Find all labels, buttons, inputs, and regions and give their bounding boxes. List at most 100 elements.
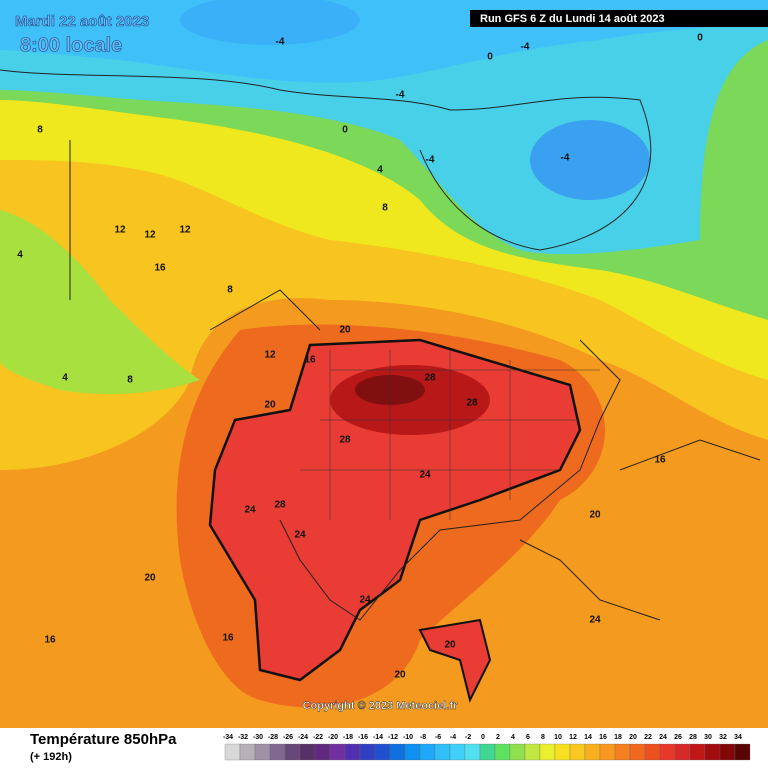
colorbar-tick-label: -22: [313, 734, 323, 741]
map-background: [0, 0, 768, 728]
color-cell: [494, 743, 511, 761]
color-cell: [704, 743, 721, 761]
color-cell: [674, 743, 691, 761]
colorbar-tick-label: 32: [719, 734, 727, 741]
contour-labels: -4 -4 -4 -4 -4 0 0 0 4 4 4 8 8 8 8 12 12 12 12 16 16 16 16 16 20…: [17, 33, 703, 681]
contour-label: 8: [382, 203, 388, 214]
colorbar-tick-label: 10: [554, 734, 562, 741]
contour-label: 20: [444, 640, 456, 651]
contour-label: 24: [419, 470, 431, 481]
contour-label: 20: [589, 510, 601, 521]
contour-label: -4: [521, 42, 530, 53]
contour-label: 12: [264, 350, 276, 361]
contour-label: 16: [44, 635, 56, 646]
color-cell: [524, 743, 541, 761]
contour-label: 0: [697, 33, 703, 44]
color-cell: [434, 743, 451, 761]
contour-label: 20: [144, 573, 156, 584]
contour-label: 12: [114, 225, 126, 236]
color-cell: [314, 743, 331, 761]
colorbar-tick-label: -10: [403, 734, 413, 741]
run-info: Run GFS 6 Z du Lundi 14 août 2023: [480, 13, 665, 25]
legend-subtitle: (+ 192h): [30, 751, 72, 763]
colorbar-tick-label: -26: [283, 734, 293, 741]
colorbar-tick-label: 0: [481, 734, 485, 741]
run-box: [470, 10, 768, 27]
color-cell: [509, 743, 526, 761]
contour-label: 12: [144, 230, 156, 241]
contour-label: 24: [359, 595, 371, 606]
contour-label: 0: [487, 52, 493, 63]
contour-label: 28: [424, 373, 436, 384]
color-cell: [554, 743, 571, 761]
contour-label: 0: [342, 125, 348, 136]
colorbar-tick-label: 2: [496, 734, 500, 741]
color-cell: [479, 743, 496, 761]
date: Mardi 22 août 2023: [15, 13, 149, 30]
contour-label: 20: [264, 400, 276, 411]
colorbar-tick-label: -2: [465, 734, 471, 741]
colorbar-tick-label: 8: [541, 734, 545, 741]
contour-label: 8: [127, 375, 133, 386]
color-cell: [389, 743, 406, 761]
colorbar-tick-label: -20: [328, 734, 338, 741]
colorbar-tick-label: 14: [584, 734, 592, 741]
color-cell: [614, 743, 631, 761]
color-cell: [239, 743, 256, 761]
color-cell: [344, 743, 361, 761]
colorbar-tick-label: -34: [223, 734, 233, 741]
legend-title: Température 850hPa: [30, 731, 177, 748]
colorbar-tick-label: 6: [526, 734, 530, 741]
colorbar-tick-label: -32: [238, 734, 248, 741]
contour-label: 8: [227, 285, 233, 296]
contour-label: 24: [244, 505, 256, 516]
contour-label: 16: [222, 633, 234, 644]
color-cell: [254, 743, 271, 761]
contour-label: 24: [294, 530, 306, 541]
colorbar-tick-label: -16: [358, 734, 368, 741]
colorbar-tick-label: -28: [268, 734, 278, 741]
color-cell: [419, 743, 436, 761]
colorbar-tick-label: 24: [659, 734, 667, 741]
contour-label: 16: [654, 455, 666, 466]
contour-label: 28: [466, 398, 478, 409]
colorbar-tick-label: 4: [511, 734, 515, 741]
color-cell: [359, 743, 376, 761]
color-cell: [584, 743, 601, 761]
color-cell: [734, 743, 751, 761]
color-cell: [644, 743, 661, 761]
contour-label: 20: [394, 670, 406, 681]
colorbar-tick-label: -6: [435, 734, 441, 741]
colorbar-tick-label: 28: [689, 734, 697, 741]
colorbar-tick-label: -12: [388, 734, 398, 741]
colorbar-tick-label: -4: [450, 734, 456, 741]
colorbar-tick-label: 16: [599, 734, 607, 741]
colorbar-tick-label: -14: [373, 734, 383, 741]
contour-label: 16: [154, 263, 166, 274]
color-cell: [299, 743, 316, 761]
copyright: Copyright © 2023 Meteociel.fr: [303, 700, 459, 712]
color-cell: [599, 743, 616, 761]
color-cell: [629, 743, 646, 761]
color-cell: [449, 743, 466, 761]
contour-label: 4: [377, 165, 383, 176]
contour-label: 28: [274, 500, 286, 511]
contour-label: 8: [37, 125, 43, 136]
colorbar-tick-label: 22: [644, 734, 652, 741]
contour-label: 12: [179, 225, 191, 236]
contour-label: 16: [304, 355, 316, 366]
color-cell: [659, 743, 676, 761]
contour-label: 4: [62, 373, 68, 384]
colorbar-tick-label: 12: [569, 734, 577, 741]
colorbar-tick-label: -8: [420, 734, 426, 741]
contour-label: -4: [561, 153, 570, 164]
color-cell: [464, 743, 481, 761]
colorbar: -34 -32 -30 -28 -26 -24 -22 -20 -18 -16 -14 -12 -10-…: [223, 734, 751, 761]
color-cell: [404, 743, 421, 761]
contour-label: -4: [426, 155, 435, 166]
colorbar-tick-label: 18: [614, 734, 622, 741]
color-cell: [539, 743, 556, 761]
color-cell: [719, 743, 736, 761]
color-cell: [284, 743, 301, 761]
